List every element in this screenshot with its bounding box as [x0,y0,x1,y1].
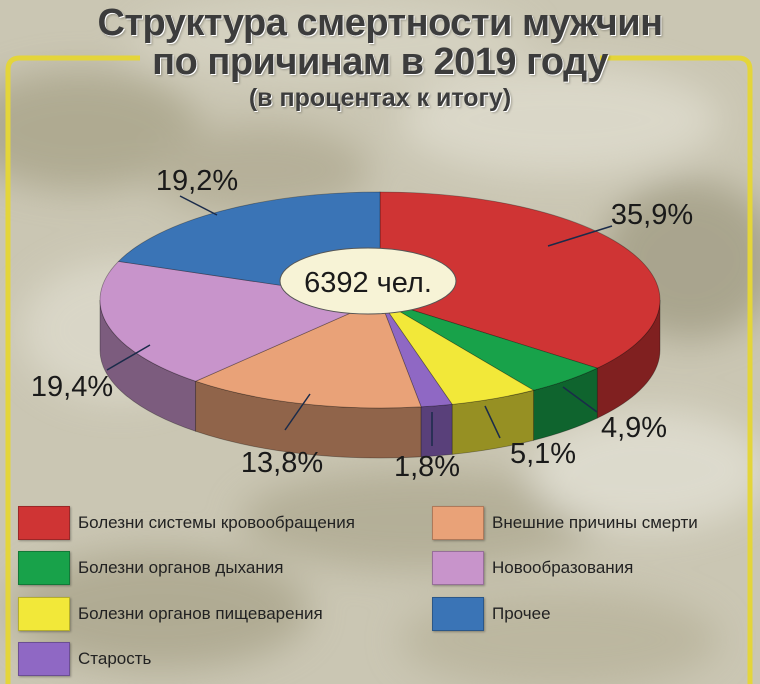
data-label-новообразования: 19,4% [31,371,113,403]
legend-swatch [18,597,70,631]
legend-label: Болезни органов дыхания [78,558,284,577]
leader-line-внешние-причины-смерти [284,393,311,431]
data-label-болезни-органов-пищеварения: 5,1% [510,438,576,470]
data-label-болезни-системы-кровообращения: 35,9% [611,199,693,231]
chart-subtitle: (в процентах к итогу) [248,84,512,112]
legend-swatch [18,642,70,676]
chart-title-line-2: по причинам в 2019 году [152,41,608,83]
legend-label: Внешние причины смерти [492,513,698,532]
legend-label: Старость [78,649,152,668]
legend-swatch [18,506,70,540]
chart-title-line-1: Структура смертности мужчин [97,2,663,44]
legend-item-болезни-органов-дыхания: Болезни органов дыхания [18,551,283,585]
pie-slice-болезни-системы-кровообращения [379,191,661,369]
legend-item-новообразования: Новообразования [432,551,633,585]
data-label-прочее: 19,2% [156,165,238,197]
pie-slice-болезни-органов-пищеварения [379,299,535,405]
legend-item-внешние-причины-смерти: Внешние причины смерти [432,506,698,540]
pie-slice-старость [379,299,453,408]
total-label: 6392 чел. [304,267,432,299]
legend-label: Болезни системы кровообращения [78,513,355,532]
data-label-внешние-причины-смерти: 13,8% [241,447,323,479]
leader-line-болезни-органов-пищеварения [484,405,501,439]
data-label-болезни-органов-дыхания: 4,9% [601,412,667,444]
leader-line-прочее [179,195,218,216]
legend-item-прочее: Прочее [432,597,551,631]
yellow-frame [5,55,753,684]
data-label-старость: 1,8% [394,451,460,483]
legend-swatch [18,551,70,585]
leader-line-болезни-системы-кровообращения [547,225,613,247]
pie-slice-болезни-органов-дыхания [379,299,599,391]
legend-label: Прочее [492,604,551,623]
legend-item-болезни-органов-пищеварения: Болезни органов пищеварения [18,597,323,631]
legend-item-болезни-системы-кровообращения: Болезни системы кровообращения [18,506,355,540]
leader-line-новообразования [106,344,151,371]
legend-swatch [432,506,484,540]
pie-slice-внешние-причины-смерти [194,299,422,409]
legend-label: Болезни органов пищеварения [78,604,323,623]
legend-item-старость: Старость [18,642,151,676]
legend-label: Новообразования [492,558,634,577]
leader-line-болезни-органов-дыхания [562,386,598,413]
legend-swatch [432,597,484,631]
pie-side-старость [420,403,453,458]
total-badge [279,247,457,315]
legend-swatch [432,551,484,585]
